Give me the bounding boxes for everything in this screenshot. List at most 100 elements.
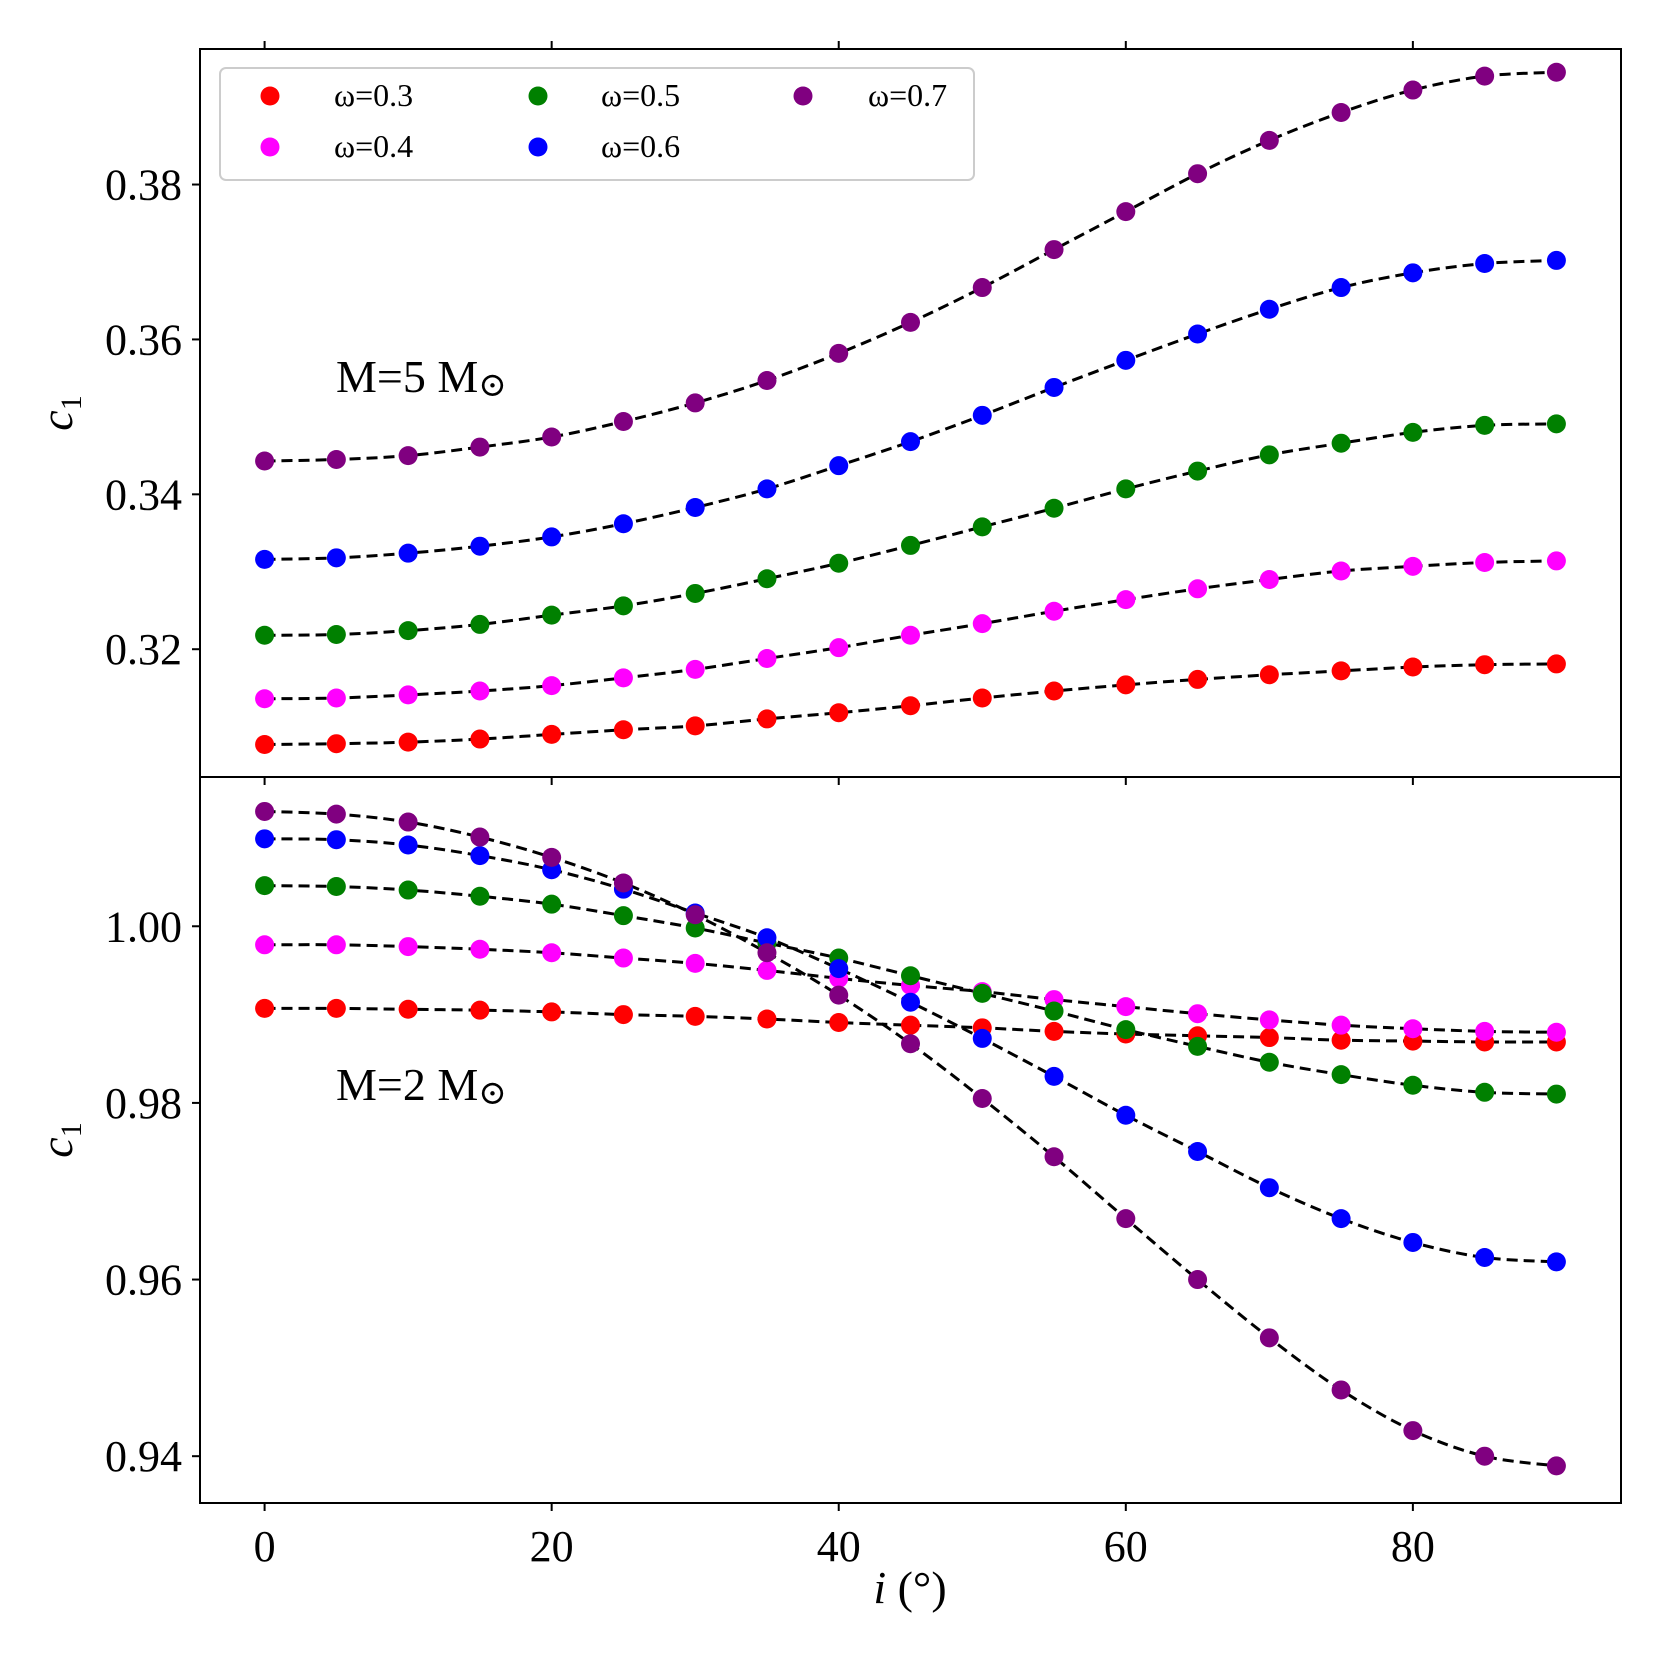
bottom-point-s3-16 bbox=[1403, 1232, 1423, 1252]
x-tick-label-60: 60 bbox=[1104, 1522, 1148, 1571]
top-point-s3-16 bbox=[1403, 263, 1423, 283]
top-mass-annotation-sun-symbol: ⊙ bbox=[478, 367, 507, 404]
legend-label-3: ω=0.6 bbox=[601, 128, 680, 164]
top-point-s2-11 bbox=[1044, 498, 1064, 518]
top-point-s2-9 bbox=[901, 535, 920, 555]
top-point-s4-3 bbox=[470, 437, 490, 457]
top-point-s3-15 bbox=[1331, 278, 1351, 298]
top-point-s4-2 bbox=[398, 446, 418, 466]
top-point-s1-8 bbox=[829, 638, 849, 658]
top-point-s0-13 bbox=[1188, 669, 1208, 689]
top-panel: 0.32 0.34 0.36 0.38 c1 M=5 M⊙ bbox=[31, 41, 1622, 785]
top-point-s2-1 bbox=[326, 624, 346, 644]
bottom-point-s4-1 bbox=[326, 804, 346, 824]
bottom-point-s3-7 bbox=[757, 928, 777, 948]
top-point-s2-6 bbox=[685, 583, 705, 603]
top-point-s4-13 bbox=[1188, 164, 1208, 184]
bottom-point-s1-2 bbox=[398, 937, 418, 957]
bottom-point-s1-16 bbox=[1403, 1019, 1423, 1039]
bottom-point-s2-11 bbox=[1044, 1001, 1064, 1021]
bottom-mass-annotation-sun-symbol: ⊙ bbox=[478, 1075, 507, 1112]
bottom-point-s0-1 bbox=[326, 998, 346, 1018]
top-point-s0-0 bbox=[255, 734, 275, 754]
bottom-point-s3-17 bbox=[1475, 1247, 1495, 1267]
top-point-s3-12 bbox=[1116, 350, 1136, 370]
bottom-point-s2-10 bbox=[972, 983, 992, 1003]
top-point-s0-12 bbox=[1116, 675, 1136, 695]
top-point-s2-12 bbox=[1116, 479, 1136, 499]
top-point-s1-2 bbox=[398, 685, 418, 705]
top-point-s3-4 bbox=[542, 527, 562, 547]
top-point-s1-7 bbox=[757, 649, 777, 669]
bottom-point-s4-10 bbox=[972, 1088, 992, 1108]
legend-marker-3 bbox=[528, 137, 548, 157]
top-point-s1-9 bbox=[901, 625, 920, 645]
bottom-point-s1-4 bbox=[542, 943, 562, 963]
top-point-s1-14 bbox=[1259, 570, 1279, 590]
bottom-point-s1-12 bbox=[1116, 997, 1136, 1017]
bottom-panel: 0 20 40 60 80 0.94 0.96 0.98 1.00 c1 M=2 M⊙ i (°) bbox=[31, 776, 1622, 1613]
bottom-point-s4-11 bbox=[1044, 1147, 1064, 1167]
bottom-point-s4-14 bbox=[1259, 1328, 1279, 1348]
top-point-s4-18 bbox=[1546, 62, 1566, 82]
top-point-s2-16 bbox=[1403, 422, 1423, 442]
top-point-s2-7 bbox=[757, 569, 777, 589]
legend-marker-4 bbox=[793, 86, 813, 106]
bottom-point-s1-6 bbox=[685, 953, 705, 973]
top-y-axis-label-subscript: 1 bbox=[55, 395, 88, 410]
top-y-tick-label-2: 0.36 bbox=[105, 315, 182, 364]
x-axis-label-variable: i bbox=[873, 1562, 886, 1613]
top-point-s3-7 bbox=[757, 479, 777, 499]
bottom-y-tick-label-0: 0.94 bbox=[105, 1432, 182, 1481]
legend-marker-1 bbox=[260, 137, 280, 157]
bottom-point-s4-12 bbox=[1116, 1209, 1136, 1229]
top-point-s4-6 bbox=[685, 393, 705, 413]
legend-marker-2 bbox=[528, 86, 548, 106]
top-point-s0-7 bbox=[757, 709, 777, 729]
bottom-point-s2-4 bbox=[542, 894, 562, 914]
legend-frame bbox=[219, 67, 975, 181]
bottom-point-s1-18 bbox=[1546, 1022, 1566, 1042]
top-point-s4-5 bbox=[613, 412, 633, 432]
bottom-point-s3-13 bbox=[1188, 1141, 1208, 1161]
top-y-tick-label-1: 0.34 bbox=[105, 470, 182, 519]
bottom-axes-frame bbox=[199, 776, 1622, 1504]
bottom-point-s4-13 bbox=[1188, 1270, 1208, 1290]
top-point-s3-10 bbox=[972, 405, 992, 425]
bottom-point-s3-10 bbox=[972, 1028, 992, 1048]
bottom-point-s2-0 bbox=[255, 876, 275, 896]
bottom-y-tick-label-3: 1.00 bbox=[105, 902, 182, 951]
bottom-point-s3-8 bbox=[829, 959, 849, 979]
top-point-s0-8 bbox=[829, 703, 849, 723]
top-point-s3-11 bbox=[1044, 377, 1064, 397]
bottom-point-s0-4 bbox=[542, 1002, 562, 1022]
top-point-s4-0 bbox=[255, 451, 275, 471]
x-tick-label-0: 0 bbox=[254, 1522, 276, 1571]
bottom-point-s3-3 bbox=[470, 846, 490, 866]
top-point-s1-12 bbox=[1116, 590, 1136, 610]
top-point-s1-15 bbox=[1331, 561, 1351, 581]
top-point-s4-9 bbox=[901, 312, 920, 332]
top-point-s2-0 bbox=[255, 625, 275, 645]
top-point-s0-6 bbox=[685, 716, 705, 736]
bottom-point-s4-17 bbox=[1475, 1446, 1495, 1466]
bottom-point-s2-16 bbox=[1403, 1075, 1423, 1095]
top-point-s2-5 bbox=[613, 596, 633, 616]
bottom-point-s2-2 bbox=[398, 880, 418, 900]
top-y-tick-label-3: 0.38 bbox=[105, 161, 182, 210]
top-point-s2-3 bbox=[470, 614, 490, 634]
top-point-s2-10 bbox=[972, 517, 992, 537]
x-axis-label-unit: (°) bbox=[886, 1562, 947, 1613]
top-y-tick-label-0: 0.32 bbox=[105, 625, 182, 674]
top-point-s3-2 bbox=[398, 543, 418, 563]
top-point-s1-11 bbox=[1044, 601, 1064, 621]
top-point-s4-7 bbox=[757, 370, 777, 390]
bottom-point-s0-2 bbox=[398, 999, 418, 1019]
legend-label-2: ω=0.5 bbox=[601, 77, 680, 113]
top-point-s1-0 bbox=[255, 689, 275, 709]
top-point-s3-9 bbox=[901, 432, 920, 452]
top-y-axis-label: c1 bbox=[31, 395, 88, 430]
bottom-point-s0-15 bbox=[1331, 1030, 1351, 1050]
bottom-point-s1-17 bbox=[1475, 1021, 1495, 1041]
